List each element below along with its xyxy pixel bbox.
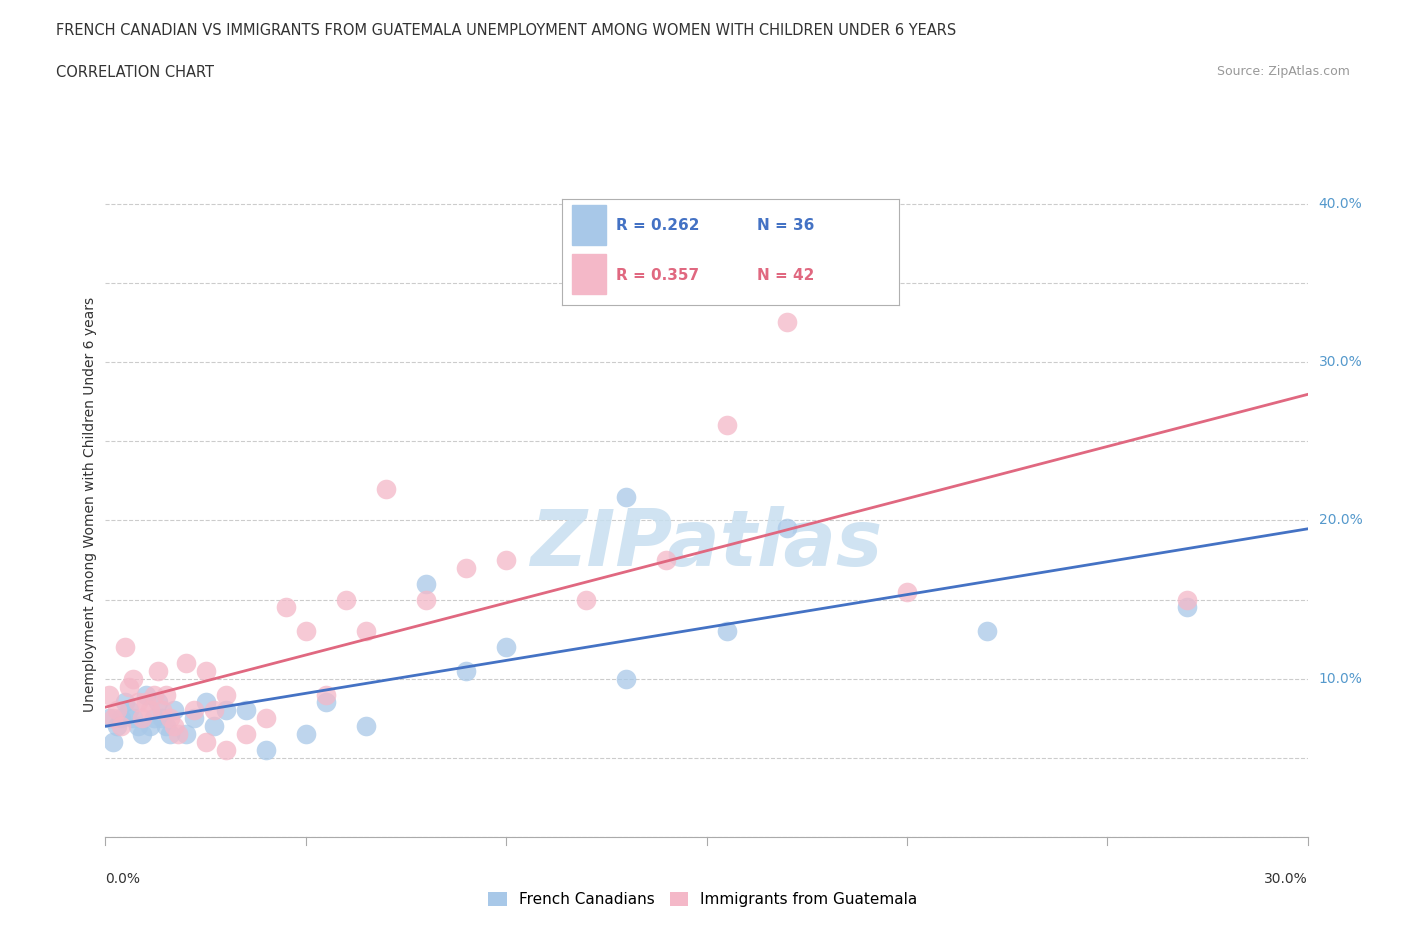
Point — [103, 711, 125, 725]
Point — [254, 742, 277, 757]
Point — [254, 711, 277, 725]
Point — [896, 584, 918, 599]
Point — [354, 624, 377, 639]
Point — [122, 671, 145, 686]
Point — [214, 687, 236, 702]
Point — [194, 695, 217, 710]
Point — [138, 703, 160, 718]
Point — [159, 726, 181, 741]
Point — [174, 726, 197, 741]
Point — [776, 315, 799, 330]
Y-axis label: Unemployment Among Women with Children Under 6 years: Unemployment Among Women with Children U… — [83, 297, 97, 712]
Point — [114, 640, 136, 655]
Legend: French Canadians, Immigrants from Guatemala: French Canadians, Immigrants from Guatem… — [482, 885, 924, 913]
Point — [142, 711, 165, 725]
Point — [616, 671, 638, 686]
Point — [127, 719, 149, 734]
Point — [183, 703, 205, 718]
Point — [1177, 592, 1199, 607]
Point — [315, 695, 337, 710]
Point — [138, 719, 160, 734]
Point — [98, 711, 121, 725]
Point — [194, 663, 217, 678]
Text: 20.0%: 20.0% — [1319, 513, 1362, 527]
Point — [716, 624, 738, 639]
Point — [118, 679, 141, 694]
Point — [202, 719, 225, 734]
Point — [274, 600, 297, 615]
Point — [776, 521, 799, 536]
Point — [122, 711, 145, 725]
Point — [162, 719, 184, 734]
Point — [98, 687, 121, 702]
Text: 10.0%: 10.0% — [1319, 671, 1362, 685]
Point — [162, 703, 184, 718]
Point — [142, 687, 165, 702]
Point — [716, 418, 738, 432]
Point — [107, 703, 129, 718]
Point — [150, 711, 173, 725]
Point — [214, 703, 236, 718]
Text: CORRELATION CHART: CORRELATION CHART — [56, 65, 214, 80]
Point — [131, 711, 153, 725]
Point — [1177, 600, 1199, 615]
Point — [166, 726, 188, 741]
Point — [135, 687, 157, 702]
Point — [114, 695, 136, 710]
Text: Source: ZipAtlas.com: Source: ZipAtlas.com — [1216, 65, 1350, 78]
Point — [103, 735, 125, 750]
Point — [194, 735, 217, 750]
Text: 30.0%: 30.0% — [1264, 871, 1308, 886]
Point — [110, 711, 132, 725]
Point — [235, 726, 257, 741]
Point — [146, 695, 169, 710]
Point — [575, 592, 598, 607]
Point — [235, 703, 257, 718]
Point — [655, 552, 678, 567]
Text: ZIPatlas: ZIPatlas — [530, 507, 883, 582]
Point — [495, 552, 517, 567]
Point — [495, 640, 517, 655]
Point — [335, 592, 357, 607]
Point — [214, 742, 236, 757]
Point — [150, 703, 173, 718]
Point — [146, 663, 169, 678]
Point — [354, 719, 377, 734]
Point — [155, 719, 177, 734]
Point — [415, 592, 437, 607]
Point — [155, 687, 177, 702]
Text: 30.0%: 30.0% — [1319, 355, 1362, 369]
Point — [454, 561, 477, 576]
Point — [110, 719, 132, 734]
Point — [127, 695, 149, 710]
Text: FRENCH CANADIAN VS IMMIGRANTS FROM GUATEMALA UNEMPLOYMENT AMONG WOMEN WITH CHILD: FRENCH CANADIAN VS IMMIGRANTS FROM GUATE… — [56, 23, 956, 38]
Point — [183, 711, 205, 725]
Text: 0.0%: 0.0% — [105, 871, 141, 886]
Point — [107, 719, 129, 734]
Point — [454, 663, 477, 678]
Point — [315, 687, 337, 702]
Point — [415, 577, 437, 591]
Point — [202, 703, 225, 718]
Point — [295, 624, 318, 639]
Point — [374, 481, 398, 496]
Point — [159, 711, 181, 725]
Point — [174, 656, 197, 671]
Point — [976, 624, 998, 639]
Point — [118, 703, 141, 718]
Text: 40.0%: 40.0% — [1319, 197, 1362, 211]
Point — [295, 726, 318, 741]
Point — [616, 489, 638, 504]
Point — [135, 695, 157, 710]
Point — [131, 726, 153, 741]
